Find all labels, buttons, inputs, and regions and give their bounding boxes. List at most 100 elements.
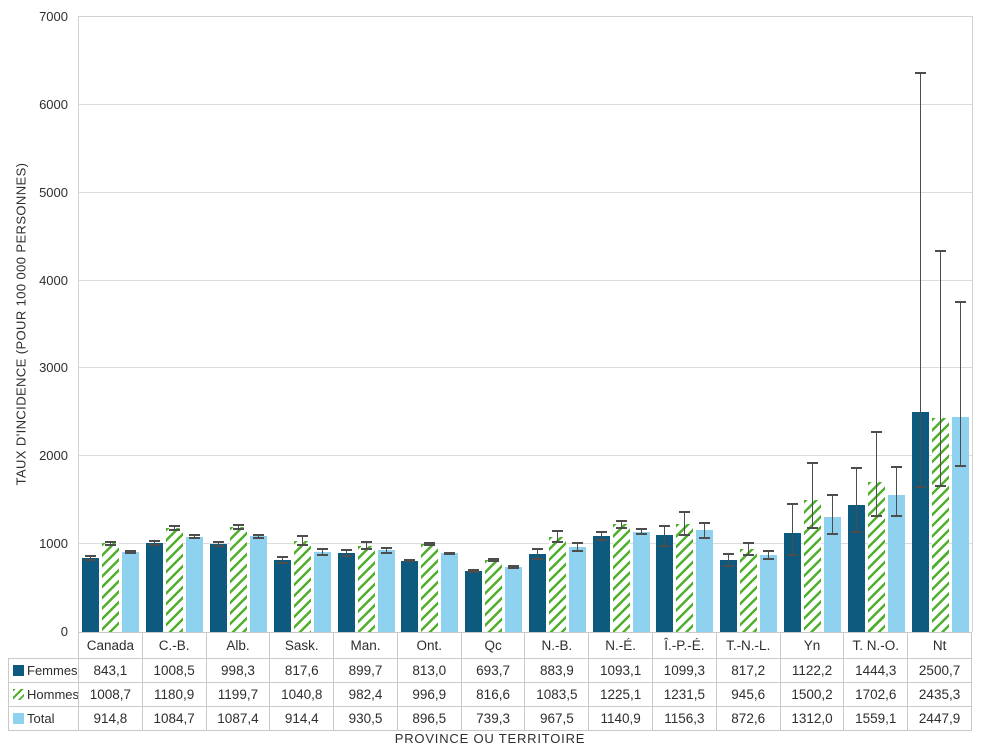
table-cell: 1180,9 — [141, 682, 207, 707]
error-bar-cap — [149, 540, 161, 543]
table-cell: 817,6 — [269, 658, 335, 683]
error-bar-cap — [551, 530, 563, 533]
table-cell: 2500,7 — [907, 658, 972, 683]
error-bar-cap — [743, 553, 755, 556]
error-bar-cap — [595, 531, 607, 534]
legend-swatch-icon — [13, 689, 24, 700]
table-cell: 883,9 — [524, 658, 590, 683]
bar-hommes — [676, 523, 694, 632]
table-cell: 2447,9 — [907, 706, 972, 731]
error-bar-cap — [914, 71, 926, 74]
bar-total — [186, 536, 204, 632]
error-bar — [640, 529, 642, 535]
error-bar-cap — [212, 541, 224, 544]
table-cell: 982,4 — [333, 682, 398, 707]
column-header-tnl: T.-N.-L. — [715, 632, 781, 659]
error-bar-cap — [296, 534, 308, 537]
legend-swatch-icon — [13, 713, 24, 724]
table-cell: 1093,1 — [588, 658, 654, 683]
table-cell: 1156,3 — [652, 706, 717, 731]
plot-area — [78, 16, 973, 632]
error-bar-cap — [743, 542, 755, 545]
table-cell: 1231,5 — [652, 682, 717, 707]
error-bar-cap — [934, 485, 946, 488]
column-header-n: N.-É. — [588, 632, 654, 659]
error-bar-cap — [232, 523, 244, 526]
error-bar-cap — [723, 565, 735, 568]
error-bar — [493, 559, 495, 562]
table-cell: 998,3 — [205, 658, 271, 683]
error-bar-cap — [934, 249, 946, 252]
table-cell: 899,7 — [333, 658, 398, 683]
error-bar-cap — [340, 554, 352, 557]
table-cell: 1500,2 — [779, 682, 845, 707]
error-bar-cap — [404, 558, 416, 561]
error-bar-cap — [189, 537, 201, 539]
table-cell: 1122,2 — [779, 658, 845, 683]
bar-femmes — [82, 557, 100, 632]
bar-femmes — [528, 554, 546, 632]
table-cell: 896,5 — [396, 706, 462, 731]
gridline — [79, 543, 972, 545]
error-bar-cap — [850, 467, 862, 470]
error-bar-cap — [723, 553, 735, 556]
bar-hommes — [548, 536, 566, 632]
error-bar-cap — [850, 531, 862, 534]
error-bar-cap — [296, 544, 308, 547]
error-bar-cap — [699, 537, 711, 539]
y-tick-label: 4000 — [39, 272, 68, 288]
error-bar-cap — [890, 466, 902, 469]
error-bar-cap — [827, 494, 839, 497]
column-header-canada: Canada — [78, 632, 143, 659]
error-bar-cap — [149, 544, 161, 547]
error-bar-cap — [531, 548, 543, 551]
bar-femmes — [656, 535, 674, 632]
gridline — [79, 367, 972, 369]
gridline — [79, 455, 972, 457]
bar-hommes — [931, 418, 949, 632]
error-bar — [110, 542, 112, 545]
legend-item-total: Total — [8, 706, 79, 731]
error-bar-cap — [212, 545, 224, 548]
table-cell: 914,4 — [269, 706, 335, 731]
table-cell: 1199,7 — [205, 682, 271, 707]
error-bar-cap — [189, 534, 201, 537]
bar-hommes — [612, 524, 630, 632]
error-bar — [473, 570, 475, 573]
error-bar — [365, 541, 367, 550]
table-cell: 2435,3 — [907, 682, 972, 707]
legend-swatch-icon — [13, 665, 24, 676]
table-cell: 1008,5 — [141, 658, 207, 683]
table-cell: 1087,4 — [205, 706, 271, 731]
error-bar-cap — [531, 558, 543, 561]
error-bar-cap — [380, 551, 392, 554]
error-bar — [919, 72, 921, 488]
table-cell: 1559,1 — [843, 706, 909, 731]
error-bar — [855, 468, 857, 533]
error-bar-cap — [699, 522, 711, 525]
error-bar-cap — [232, 527, 244, 530]
error-bar — [832, 495, 834, 535]
legend-item-femmes: Femmes — [8, 658, 79, 683]
y-tick-label: 3000 — [39, 360, 68, 376]
legend-label: Hommes — [27, 687, 79, 702]
bar-femmes — [465, 571, 483, 632]
error-bar — [301, 535, 303, 546]
table-cell: 996,9 — [396, 682, 462, 707]
error-bar-cap — [571, 549, 583, 552]
error-bar-cap — [85, 558, 97, 561]
error-bar-cap — [787, 554, 799, 557]
table-cell: 1040,8 — [269, 682, 335, 707]
error-bar — [174, 526, 176, 531]
error-bar-cap — [571, 542, 583, 545]
error-bar — [812, 463, 814, 529]
table-cell: 1702,6 — [843, 682, 909, 707]
bar-total — [887, 495, 905, 632]
error-bar — [959, 301, 961, 467]
table-cell: 1444,3 — [843, 658, 909, 683]
x-axis-title: PROVINCE OU TERRITOIRE — [394, 731, 586, 746]
error-bar-cap — [595, 538, 607, 541]
bar-total — [505, 567, 523, 632]
column-header-alb: Alb. — [205, 632, 271, 659]
error-bar-cap — [316, 553, 328, 556]
